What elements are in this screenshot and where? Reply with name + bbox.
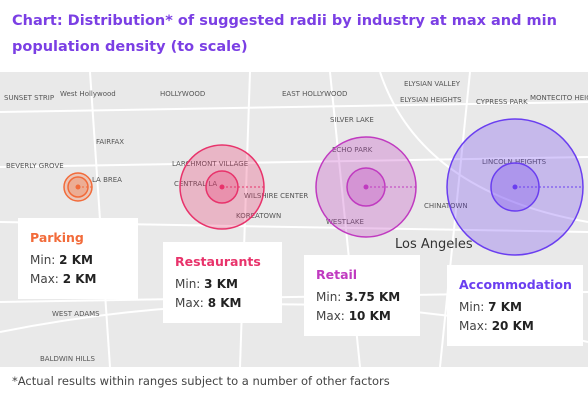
min: 3.75 KM [345,290,401,304]
card: Retail Min: 3.75 KM Max: 10 KM [304,255,420,336]
map-label: CHINATOWN [424,202,468,210]
map-label: BALDWIN HILLS [40,355,95,363]
map-label: EAST HOLLYWOOD [282,90,347,98]
max-label: Max: [175,296,204,310]
map-label: LA BREA [92,176,122,184]
map-label: BEVERLY GROVE [6,162,64,170]
max-label: Max: [30,272,59,286]
map-label: West Hollywood [60,90,116,98]
card: Restaurants Min: 3 KM Max: 8 KM [163,242,282,323]
map-label: ELYSIAN VALLEY [404,80,461,88]
min-label: Min: [30,253,56,267]
map-label: LARCHMONT VILLAGE [172,160,248,168]
name: Accommodation [459,277,572,292]
max-label: Max: [459,319,488,333]
min: 2 KM [59,253,93,267]
max: 10 KM [348,309,391,323]
name: Restaurants [175,254,261,269]
max: 8 KM [207,296,242,310]
name: Retail [316,267,358,282]
map-label: SILVER LAKE [330,116,374,124]
name: Parking [30,230,84,245]
map-label: CENTRAL LA [174,180,217,188]
max: 20 KM [491,319,534,333]
map-label: FAIRFAX [96,138,124,146]
map-label: LINCOLN HEIGHTS [482,158,547,166]
map-label: WEST ADAMS [52,310,100,318]
map-label: WESTLAKE [326,218,364,226]
footnote: *Actual results within ranges subject to… [12,374,390,388]
map-label: CYPRESS PARK [476,98,528,106]
title: Chart: Distribution* of suggested radii … [12,13,557,55]
min-label: Min: [175,277,201,291]
map-label: MONTECITO HEIGHTS [530,94,588,102]
map-label: WILSHIRE CENTER [244,192,308,200]
max: 2 KM [62,272,97,286]
card: Parking Min: 2 KM Max: 2 KM [18,218,138,299]
min-label: Min: [316,290,342,304]
min-label: Min: [459,300,485,314]
min: 3 KM [204,277,238,291]
map-label: HOLLYWOOD [160,90,205,98]
map-label: ECHO PARK [332,146,373,154]
max-label: Max: [316,309,345,323]
map-label: Los Angeles [395,237,473,252]
map-label: KOREATOWN [236,212,281,220]
map-label: SUNSET STRIP [4,94,54,102]
card: Accommodation Min: 7 KM Max: 20 KM [447,265,583,346]
map-label: ELYSIAN HEIGHTS [400,96,462,104]
min: 7 KM [488,300,522,314]
